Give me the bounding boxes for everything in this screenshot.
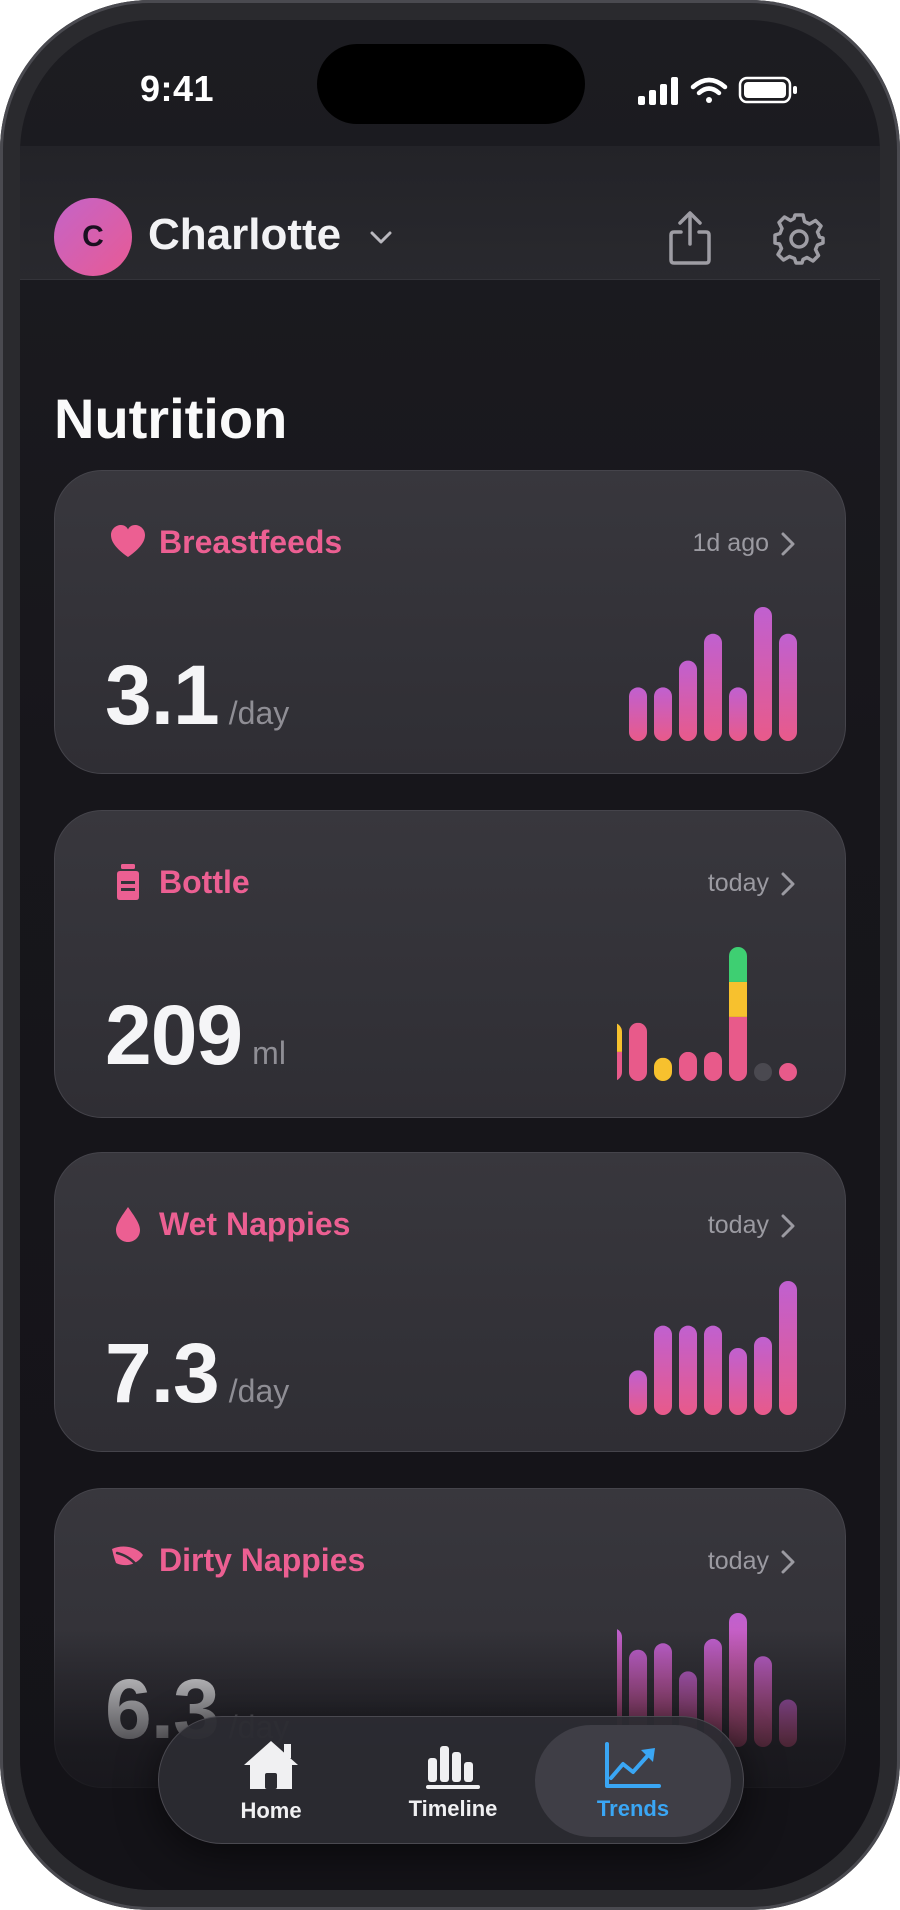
value-number: 7.3 <box>105 1326 220 1420</box>
chevron-right-icon <box>781 532 795 555</box>
value-number: 3.1 <box>105 648 220 742</box>
chevron-down-icon[interactable] <box>368 224 394 250</box>
chart-bar <box>754 607 772 741</box>
value-unit: /day <box>228 1373 290 1409</box>
card-meta-label: today <box>707 1547 769 1575</box>
heart-icon <box>111 525 145 557</box>
chart-empty-dot <box>754 1063 772 1081</box>
chart-bar <box>679 1325 697 1415</box>
chart-bar-segment <box>729 947 747 982</box>
bottle-icon <box>117 864 139 900</box>
chart-bar <box>629 687 647 741</box>
chart-bar <box>654 687 672 741</box>
tab-home[interactable]: Home <box>173 1717 369 1845</box>
chart-bar-segment <box>704 1051 722 1081</box>
card-title: Dirty Nappies <box>159 1541 366 1578</box>
value-unit: /day <box>228 695 290 731</box>
trends-icon <box>605 1742 661 1788</box>
chart-bar-segment <box>729 981 747 1017</box>
tab-timeline[interactable]: Timeline <box>355 1717 551 1845</box>
card-value: 209 ml <box>105 987 286 1084</box>
chart-stacked-bar <box>629 1022 647 1081</box>
chevron-right-icon <box>781 1550 795 1573</box>
chart-bar-segment <box>679 1051 697 1081</box>
chart-bar <box>779 1281 797 1415</box>
dynamic-island <box>317 44 585 124</box>
signal-icon <box>638 77 678 105</box>
chart-stacked-bar <box>617 1022 622 1081</box>
chart-bar <box>704 633 722 741</box>
chart-bar-segment <box>654 1057 672 1081</box>
status-time: 9:41 <box>140 68 215 109</box>
chevron-right-icon <box>781 1214 795 1237</box>
card-meta-label: today <box>707 869 769 897</box>
tab-bar: Home Timeline Trends <box>158 1716 744 1844</box>
chart-bar <box>729 687 747 741</box>
chart-bar-segment <box>617 1051 622 1081</box>
share-icon[interactable] <box>664 210 716 266</box>
leaf-icon <box>112 1546 143 1571</box>
timeline-icon <box>426 1746 480 1789</box>
wifi-icon <box>690 77 728 103</box>
chart-bar <box>779 633 797 741</box>
chart-bar-segment <box>729 1016 747 1081</box>
wet-nappies-sparkline <box>629 1281 797 1415</box>
chart-bar <box>754 1336 772 1415</box>
chart-bar <box>779 1699 797 1747</box>
chart-stacked-bar <box>679 1051 697 1081</box>
wet-nappies-card[interactable]: Wet Nappies today 7.3/day <box>54 1152 846 1452</box>
gear-icon[interactable] <box>772 212 826 266</box>
card-meta[interactable]: today <box>708 1547 795 1576</box>
card-meta-label: 1d ago <box>692 529 769 557</box>
breastfeeds-sparkline <box>629 607 797 741</box>
chart-bar <box>654 1325 672 1415</box>
tab-label: Timeline <box>408 1796 498 1821</box>
card-meta-label: today <box>707 1211 769 1239</box>
droplet-icon <box>116 1207 140 1242</box>
card-title: Wet Nappies <box>159 1205 351 1242</box>
chart-stacked-bar <box>779 1063 797 1081</box>
chart-bar <box>704 1325 722 1415</box>
card-value: 7.3/day <box>105 1325 289 1422</box>
chart-bar <box>629 1370 647 1415</box>
bottle-card[interactable]: Bottle today 209 ml <box>54 810 846 1118</box>
chart-bar <box>729 1348 747 1415</box>
tab-label: Trends <box>596 1796 670 1821</box>
profile-header: C Charlotte <box>20 146 880 280</box>
battery-icon <box>738 76 797 104</box>
card-title: Breastfeeds <box>159 523 343 560</box>
app-screen: 9:41 C Charlotte <box>20 20 880 1890</box>
breastfeeds-card[interactable]: Breastfeeds 1d ago 3.1/day <box>54 470 846 774</box>
chart-bar-segment <box>629 1022 647 1081</box>
profile-name[interactable]: Charlotte <box>148 210 342 259</box>
card-value: 3.1/day <box>105 647 289 744</box>
section-title: Nutrition <box>54 387 288 450</box>
chevron-right-icon <box>781 872 795 895</box>
avatar[interactable]: C <box>54 198 132 276</box>
chart-bar <box>729 1613 747 1747</box>
chart-bar-segment <box>617 1022 622 1052</box>
value-number: 209 <box>105 988 243 1082</box>
card-meta[interactable]: today <box>708 869 795 898</box>
bottle-sparkline <box>617 947 797 1081</box>
chart-stacked-bar <box>704 1051 722 1081</box>
chart-bar <box>679 660 697 741</box>
chart-stacked-bar <box>654 1057 672 1081</box>
card-meta[interactable]: today <box>708 1211 795 1240</box>
card-meta[interactable]: 1d ago <box>693 529 795 558</box>
home-icon <box>244 1741 298 1789</box>
chart-bar <box>754 1656 772 1747</box>
value-unit: ml <box>252 1035 286 1071</box>
tab-label: Home <box>240 1798 302 1823</box>
chart-stacked-bar <box>729 947 747 1081</box>
tab-trends[interactable]: Trends <box>535 1725 731 1837</box>
status-icons <box>638 76 797 105</box>
chart-bar-segment <box>779 1063 797 1081</box>
card-title: Bottle <box>159 863 250 900</box>
